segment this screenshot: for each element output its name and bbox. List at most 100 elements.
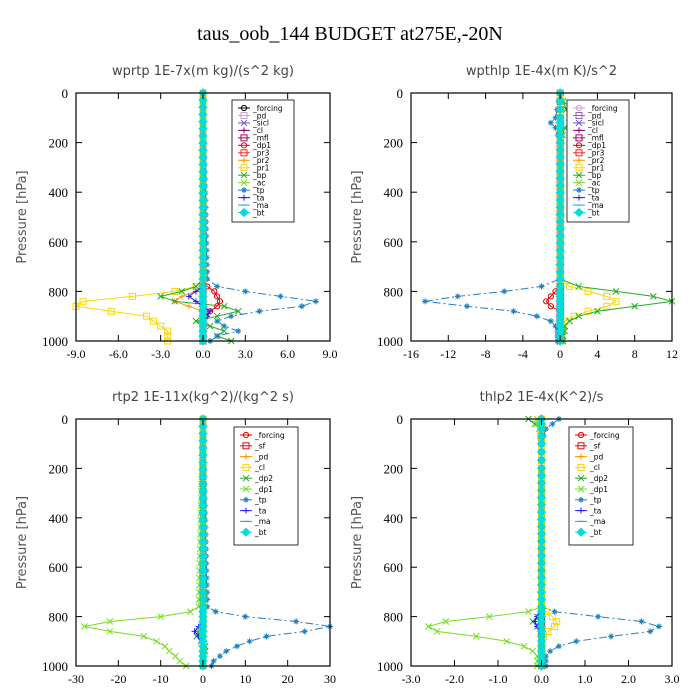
data-point xyxy=(107,307,115,315)
data-point xyxy=(171,287,179,295)
legend-marker xyxy=(575,179,583,187)
data-point xyxy=(216,298,224,305)
x-tick-label: 3.0 xyxy=(238,347,253,361)
legend-marker xyxy=(240,119,248,127)
x-tick-label: 4 xyxy=(594,347,600,361)
y-axis-label: Pressure [hPa] xyxy=(350,496,365,589)
data-point xyxy=(553,618,561,626)
data-point xyxy=(214,293,221,300)
legend-box xyxy=(233,426,299,546)
data-point xyxy=(206,322,214,330)
legend-marker xyxy=(243,453,249,460)
legend-marker xyxy=(575,171,583,179)
y-tick-label: 1000 xyxy=(42,334,68,349)
series-line-dp1 xyxy=(84,418,204,667)
legend-label: _bt xyxy=(589,528,602,537)
legend-marker xyxy=(241,127,247,134)
data-point xyxy=(164,327,172,335)
chart-panel-1: wprtp 1E-7x(m kg)/(s^2 kg) Pressure [hPa]… xyxy=(15,64,338,361)
data-point xyxy=(106,618,114,625)
data-point xyxy=(538,283,545,290)
legend-marker xyxy=(240,149,248,157)
legend-label: _cl xyxy=(254,463,265,472)
legend-label: _pr1 xyxy=(587,164,605,173)
data-point xyxy=(548,613,556,621)
legend-label: _pd xyxy=(589,452,604,461)
legend-label: _forcing xyxy=(252,104,283,113)
plot-frame xyxy=(410,92,673,342)
data-point xyxy=(595,613,602,620)
legend-label: _pr2 xyxy=(587,156,605,165)
legend-marker xyxy=(578,496,584,503)
legend-label: _bp xyxy=(252,171,267,180)
data-point xyxy=(233,643,240,650)
legend-label: _forcing xyxy=(254,431,285,440)
data-point xyxy=(185,303,192,310)
legend-label: _forcing xyxy=(587,104,618,113)
legend-marker xyxy=(576,194,582,201)
legend-marker xyxy=(240,179,248,187)
x-tick-label: -10 xyxy=(153,672,169,686)
x-tick-label: 0 xyxy=(200,672,206,686)
y-tick-label: 0 xyxy=(397,86,404,101)
legend-marker xyxy=(577,474,585,482)
data-point xyxy=(220,327,228,335)
data-point xyxy=(293,618,300,625)
legend-label: _pd xyxy=(587,111,602,120)
legend-label: _ma xyxy=(252,201,269,210)
y-tick-label: 0 xyxy=(62,412,69,427)
y-tick-label: 0 xyxy=(62,86,69,101)
series-markers-dp1 xyxy=(81,415,207,670)
legend-marker xyxy=(575,149,583,157)
data-point xyxy=(235,328,242,335)
data-point xyxy=(433,628,441,635)
legend-label: _mfl xyxy=(587,134,604,143)
legend-label: _dp1 xyxy=(254,485,273,494)
y-tick-label: 200 xyxy=(384,136,404,151)
series-markers-tp xyxy=(421,90,564,344)
data-point xyxy=(228,313,235,320)
series-markers-dp1 xyxy=(425,415,545,670)
legend-marker xyxy=(575,164,583,172)
data-point xyxy=(211,288,218,295)
data-point xyxy=(555,643,562,650)
series-markers-bt xyxy=(536,414,547,671)
data-point xyxy=(421,298,428,305)
data-point xyxy=(234,307,242,315)
data-point xyxy=(612,288,620,295)
data-point xyxy=(543,298,550,305)
y-axis-label: Pressure [hPa] xyxy=(350,170,365,263)
data-point xyxy=(547,119,554,126)
legend-label: _pr3 xyxy=(587,149,605,158)
y-tick-label: 400 xyxy=(49,511,69,526)
series-line-ta xyxy=(188,93,211,341)
data-point xyxy=(106,628,114,635)
data-point xyxy=(207,308,214,315)
legend-label: _bt xyxy=(587,208,600,217)
legend-marker xyxy=(575,104,583,112)
legend-marker xyxy=(578,507,584,514)
legend: _forcing _sf_pd _cl _dp2 _dp1 _tp_ta _ma _bt xyxy=(233,426,299,546)
legend-marker xyxy=(576,157,582,164)
legend-label: _tp xyxy=(254,496,267,505)
data-point xyxy=(192,288,199,295)
x-tick-label: 0.0 xyxy=(196,347,211,361)
legend-label: _tp xyxy=(587,186,600,195)
legend: _forcing_pd_sicl_cl_mfl_dp1_pr3_pr2_pr1_… xyxy=(231,99,295,223)
data-point xyxy=(584,307,592,315)
y-axis-label: Pressure [hPa] xyxy=(15,496,30,589)
legend-label: _tp xyxy=(252,186,265,195)
legend-label: _ta xyxy=(589,506,601,515)
data-point xyxy=(214,283,221,290)
y-tick-label: 800 xyxy=(384,610,404,625)
legend-label: _cl xyxy=(587,126,598,135)
x-tick-label: -2.0 xyxy=(445,672,464,686)
legend-marker xyxy=(242,431,250,439)
y-tick-label: 1000 xyxy=(377,659,403,674)
legend-marker xyxy=(243,496,249,503)
x-tick-label: -3.0 xyxy=(151,347,170,361)
legend-label: _cl xyxy=(589,463,600,472)
legend-marker xyxy=(240,104,248,112)
series-line-bp xyxy=(158,93,241,342)
y-tick-label: 600 xyxy=(384,235,404,250)
